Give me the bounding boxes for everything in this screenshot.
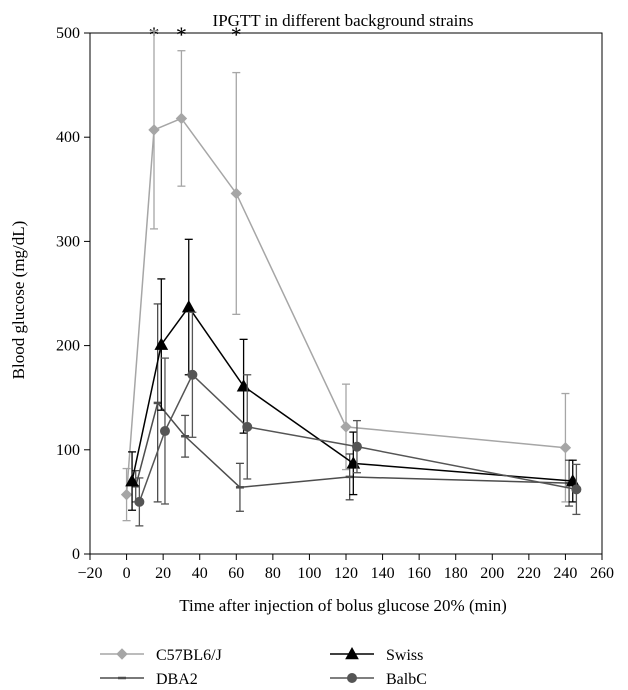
x-tick-label: 160 — [407, 565, 431, 582]
y-tick-label: 400 — [56, 129, 80, 146]
data-point — [559, 442, 572, 454]
data-point — [148, 124, 160, 136]
x-tick-label: 80 — [265, 565, 281, 582]
legend-marker — [345, 646, 359, 660]
x-tick-label: 0 — [123, 565, 131, 582]
data-point — [125, 474, 139, 487]
x-tick-label: 20 — [155, 565, 171, 582]
x-tick-label: 140 — [371, 565, 395, 582]
data-point — [134, 496, 145, 507]
data-point — [242, 421, 253, 432]
x-tick-label: 60 — [228, 565, 244, 582]
significance-marker: * — [176, 22, 187, 47]
y-tick-label: 500 — [56, 25, 80, 42]
data-point — [120, 488, 133, 501]
y-tick-label: 0 — [72, 546, 80, 563]
legend-marker — [116, 648, 128, 660]
significance-marker: * — [231, 22, 242, 47]
legend-marker — [347, 673, 357, 683]
y-tick-label: 100 — [56, 442, 80, 459]
y-axis-label: Blood glucose (mg/dL) — [9, 221, 28, 380]
x-tick-label: 200 — [480, 565, 504, 582]
series-line — [138, 373, 577, 503]
series-line — [131, 305, 573, 482]
data-point — [230, 187, 242, 200]
x-tick-label: 260 — [590, 565, 614, 582]
x-tick-label: 100 — [297, 565, 321, 582]
data-point — [236, 379, 251, 392]
series-line — [134, 401, 570, 489]
y-tick-label: 300 — [56, 233, 80, 250]
x-tick-label: 40 — [192, 565, 208, 582]
x-tick-label: 220 — [517, 565, 541, 582]
x-tick-label: 180 — [444, 565, 468, 582]
data-point — [351, 441, 362, 452]
series-line — [125, 117, 566, 495]
legend: C57BL6/J Swiss DBA2 BalbC — [100, 646, 427, 688]
data-point — [565, 474, 580, 487]
data-point — [154, 337, 169, 350]
data-point — [346, 456, 361, 469]
x-tick-label: 240 — [553, 565, 577, 582]
legend-label: C57BL6/J — [156, 647, 222, 664]
legend-label: BalbC — [386, 671, 427, 688]
data-point — [340, 421, 352, 433]
data-point — [187, 369, 198, 380]
data-point — [571, 484, 582, 495]
data-point — [181, 300, 196, 313]
x-axis-label: Time after injection of bolus glucose 20… — [179, 596, 507, 615]
y-tick-label: 200 — [56, 338, 80, 355]
x-tick-label: −20 — [77, 565, 102, 582]
plot-area: 0 100 200 300 400 500 −20 0 20 40 60 80 100 120 140 160… — [56, 22, 614, 582]
data-point — [159, 426, 170, 437]
legend-label: Swiss — [386, 647, 423, 664]
chart-title: IPGTT in different background strains — [213, 11, 474, 30]
x-tick-label: 120 — [334, 565, 358, 582]
data-point — [175, 112, 188, 125]
legend-label: DBA2 — [156, 671, 198, 688]
